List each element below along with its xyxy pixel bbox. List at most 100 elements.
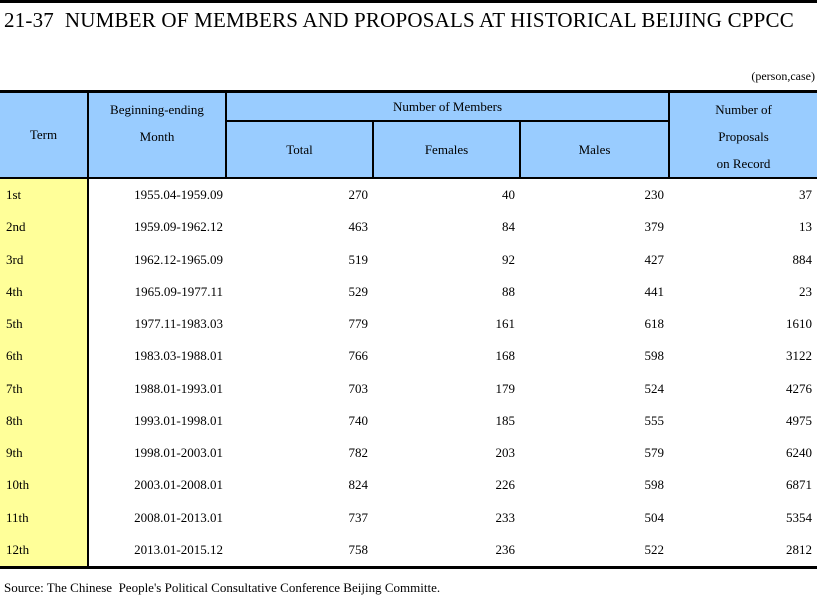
month-cell: 1965.09-1977.11 — [134, 283, 223, 299]
proposals-cell: 5354 — [786, 509, 813, 525]
table-row: 3rd 1962.12-1965.09 519 92 427 884 — [0, 243, 817, 276]
proposals-cell: 13 — [799, 219, 813, 235]
month-cell: 2008.01-2013.01 — [134, 509, 223, 525]
col-header-females: Females — [373, 121, 521, 179]
term-cell: 7th — [0, 372, 89, 405]
term-cell: 3rd — [0, 243, 89, 276]
total-cell: 463 — [348, 219, 369, 235]
total-cell: 737 — [348, 509, 369, 525]
term-cell: 2nd — [0, 211, 89, 244]
table-row: 10th 2003.01-2008.01 824 226 598 6871 — [0, 469, 817, 502]
females-cell: 168 — [495, 348, 516, 364]
top-rule — [0, 0, 817, 3]
col-header-term: Term — [0, 91, 89, 179]
females-cell: 185 — [495, 412, 516, 428]
total-cell: 270 — [348, 187, 369, 203]
total-cell: 782 — [348, 445, 369, 461]
females-cell: 40 — [502, 187, 515, 203]
month-cell: 1962.12-1965.09 — [134, 251, 223, 267]
col-header-month-line1: Beginning-ending — [110, 102, 204, 117]
month-cell: 1988.01-1993.01 — [134, 380, 223, 396]
col-header-proposals: Number of Proposals on Record — [669, 91, 817, 179]
females-cell: 233 — [495, 509, 516, 525]
total-cell: 758 — [348, 541, 369, 557]
proposals-cell: 6240 — [786, 445, 813, 461]
col-header-month-line2: Month — [139, 129, 175, 144]
males-cell: 230 — [644, 187, 665, 203]
males-cell: 598 — [644, 477, 665, 493]
term-cell: 12th — [0, 533, 89, 568]
total-cell: 824 — [348, 477, 369, 493]
term-cell: 6th — [0, 340, 89, 373]
total-cell: 703 — [348, 380, 369, 396]
females-cell: 161 — [495, 316, 516, 332]
table-row: 6th 1983.03-1988.01 766 168 598 3122 — [0, 340, 817, 373]
table-row: 7th 1988.01-1993.01 703 179 524 4276 — [0, 372, 817, 405]
table-row: 4th 1965.09-1977.11 529 88 441 23 — [0, 275, 817, 308]
term-cell: 1st — [0, 178, 89, 212]
term-cell: 10th — [0, 469, 89, 502]
table-row: 8th 1993.01-1998.01 740 185 555 4975 — [0, 404, 817, 437]
males-cell: 504 — [644, 509, 665, 525]
proposals-cell: 2812 — [786, 541, 813, 557]
col-header-proposals-line3: on Record — [716, 156, 771, 171]
total-cell: 766 — [348, 348, 369, 364]
proposals-cell: 3122 — [786, 348, 813, 364]
month-cell: 1955.04-1959.09 — [134, 187, 223, 203]
proposals-cell: 6871 — [786, 477, 813, 493]
term-cell: 9th — [0, 437, 89, 470]
total-cell: 519 — [348, 251, 369, 267]
table-row: 11th 2008.01-2013.01 737 233 504 5354 — [0, 501, 817, 534]
total-cell: 529 — [348, 283, 369, 299]
proposals-cell: 4975 — [786, 412, 813, 428]
month-cell: 1993.01-1998.01 — [134, 412, 223, 428]
col-header-members-group: Number of Members — [226, 91, 671, 123]
males-cell: 379 — [644, 219, 665, 235]
females-cell: 88 — [502, 283, 515, 299]
proposals-cell: 23 — [799, 283, 813, 299]
page-title: 21-37 NUMBER OF MEMBERS AND PROPOSALS AT… — [4, 8, 794, 32]
month-cell: 1959.09-1962.12 — [134, 219, 223, 235]
table-row: 12th 2013.01-2015.12 758 236 522 2812 — [0, 533, 817, 568]
col-header-total: Total — [226, 121, 374, 179]
term-cell: 8th — [0, 404, 89, 437]
total-cell: 779 — [348, 316, 369, 332]
females-cell: 84 — [502, 219, 515, 235]
females-cell: 203 — [495, 445, 516, 461]
members-proposals-table: Term Beginning-ending Month Number of Me… — [0, 90, 817, 569]
proposals-cell: 37 — [799, 187, 813, 203]
males-cell: 427 — [644, 251, 665, 267]
month-cell: 1977.11-1983.03 — [134, 316, 223, 332]
col-header-males: Males — [520, 121, 671, 179]
table-row: 1st 1955.04-1959.09 270 40 230 37 — [0, 178, 817, 212]
males-cell: 522 — [644, 541, 665, 557]
table-row: 9th 1998.01-2003.01 782 203 579 6240 — [0, 437, 817, 470]
month-cell: 2013.01-2015.12 — [134, 541, 223, 557]
females-cell: 92 — [502, 251, 515, 267]
col-header-month: Beginning-ending Month — [88, 91, 227, 179]
males-cell: 598 — [644, 348, 665, 364]
females-cell: 179 — [495, 380, 516, 396]
col-header-proposals-line2: Proposals — [718, 129, 769, 144]
males-cell: 618 — [644, 316, 665, 332]
month-cell: 1983.03-1988.01 — [134, 348, 223, 364]
males-cell: 555 — [644, 412, 665, 428]
table-row: 5th 1977.11-1983.03 779 161 618 1610 — [0, 308, 817, 341]
males-cell: 524 — [644, 380, 665, 396]
col-header-proposals-line1: Number of — [715, 102, 772, 117]
unit-note: (person,case) — [751, 69, 815, 83]
term-cell: 11th — [0, 501, 89, 534]
term-cell: 5th — [0, 308, 89, 341]
proposals-cell: 4276 — [786, 380, 813, 396]
proposals-cell: 884 — [792, 251, 813, 267]
females-cell: 226 — [495, 477, 516, 493]
table-row: 2nd 1959.09-1962.12 463 84 379 13 — [0, 211, 817, 244]
proposals-cell: 1610 — [786, 316, 813, 332]
month-cell: 2003.01-2008.01 — [134, 477, 223, 493]
total-cell: 740 — [348, 412, 369, 428]
males-cell: 579 — [644, 445, 665, 461]
males-cell: 441 — [644, 283, 665, 299]
month-cell: 1998.01-2003.01 — [134, 445, 223, 461]
source-note: Source: The Chinese People's Political C… — [4, 580, 441, 595]
table-header: Term Beginning-ending Month Number of Me… — [0, 91, 817, 179]
